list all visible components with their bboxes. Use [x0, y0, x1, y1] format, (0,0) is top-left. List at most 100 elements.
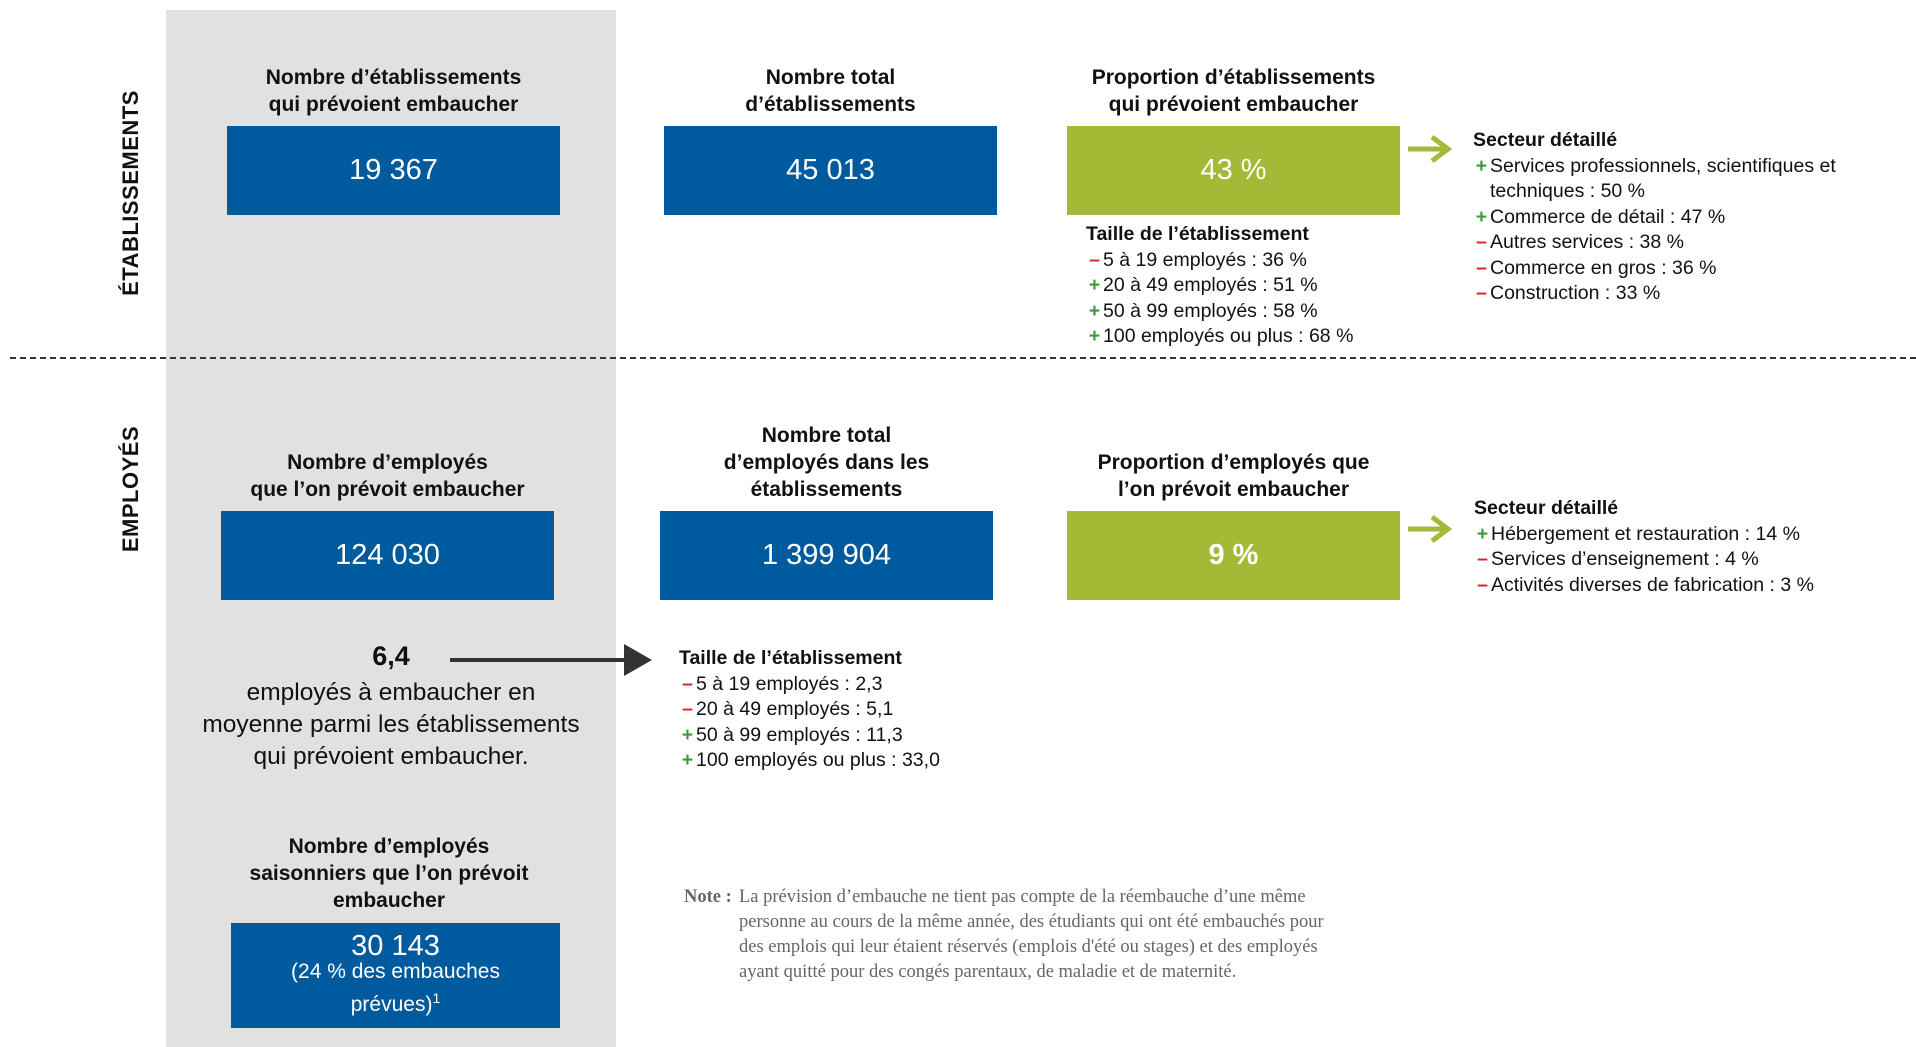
- list-title: Taille de l’établissement: [1086, 223, 1309, 245]
- card-title: Proportion d’employés que l’on prévoit em…: [1037, 449, 1430, 503]
- sign: –: [1476, 256, 1487, 279]
- list-item: +100 employés ou plus : 33,0: [679, 748, 1019, 774]
- arrow: [1408, 135, 1453, 163]
- text-line: qui prévoient embaucher.: [253, 743, 529, 770]
- title-line: Nombre d’employés: [287, 451, 488, 474]
- box-detail: (24 % des embauches prévues)1: [291, 959, 500, 1018]
- item-text: Commerce en gros : 36 %: [1490, 256, 1717, 279]
- sign: +: [681, 749, 694, 771]
- sign: –: [682, 698, 693, 720]
- list: Secteur détaillé + Services professionnels…: [1473, 128, 1893, 307]
- sign: +: [1088, 299, 1101, 322]
- list-item: – Activités diverses de fabrication : 3 %: [1474, 573, 1894, 599]
- sign: –: [1089, 248, 1100, 271]
- sign: –: [1477, 548, 1488, 570]
- note-line: ayant quitté pour des congés parentaux, …: [739, 962, 1237, 982]
- note-line: personne au cours de la même année, des …: [739, 912, 1324, 932]
- item-text: 50 à 99 employés : 11,3: [696, 723, 903, 746]
- title-line: Nombre d’employés: [288, 835, 490, 858]
- box-value: 30 143: [351, 930, 440, 962]
- list-title: Taille de l’établissement: [679, 647, 902, 669]
- item-text: 20 à 49 employés : 51 %: [1103, 274, 1318, 296]
- item-text: 20 à 49 employés : 5,1: [696, 698, 894, 720]
- average-text: employés à embaucher en moyenne parmi les…: [166, 677, 616, 773]
- sign: –: [1476, 231, 1487, 253]
- item-text: 100 employés ou plus : 68 %: [1103, 325, 1354, 347]
- card-title: Nombre total d’employés dans les établisse…: [630, 422, 1023, 503]
- list-item: –20 à 49 employés : 5,1: [679, 697, 1019, 723]
- card-title: Proportion d’établissements qui prévoient…: [1037, 64, 1430, 118]
- item-text: Services professionnels, scientifiques e…: [1490, 154, 1836, 203]
- title-line: d’employés dans les: [723, 451, 930, 474]
- title-line: d’établissements: [745, 93, 916, 116]
- text-line: moyenne parmi les établissements: [202, 711, 580, 738]
- section-label: ÉTABLISSEMENTS: [118, 90, 143, 296]
- note: Note : La prévision d’embauche ne tient p…: [684, 885, 1444, 985]
- item-text: Hébergement et restauration : 14 %: [1491, 522, 1800, 545]
- value-box: 30 143 (24 % des embauches prévues)1: [231, 923, 560, 1028]
- list-item: –5 à 19 employés : 36 %: [1086, 248, 1426, 274]
- list-item: – Construction : 33 %: [1473, 281, 1893, 307]
- list-item: + Hébergement et restauration : 14 %: [1474, 522, 1894, 548]
- title-line: Nombre total: [761, 424, 892, 447]
- title-line: qui prévoient embaucher: [268, 93, 519, 116]
- footnote: 1: [432, 990, 441, 1006]
- arrow: [1408, 515, 1453, 543]
- item-text: 5 à 19 employés : 36 %: [1103, 248, 1307, 271]
- title-line: l’on prévoit embaucher: [1117, 478, 1350, 501]
- sign: +: [1476, 522, 1489, 545]
- list-item: +50 à 99 employés : 11,3: [679, 723, 1019, 749]
- note-line: des emplois qui leur étaient réservés (e…: [739, 937, 1318, 957]
- sign: +: [1088, 274, 1101, 296]
- list: Secteur détaillé + Hébergement et restaura…: [1474, 496, 1894, 598]
- text-line: employés à embaucher en: [246, 679, 536, 706]
- list-item: +100 employés ou plus : 68 %: [1086, 324, 1426, 350]
- list-item: +50 à 99 employés : 58 %: [1086, 299, 1426, 325]
- sign: –: [1477, 573, 1488, 596]
- detail-line: (24 % des embauches: [291, 960, 500, 983]
- detail-line: prévues)1: [350, 990, 441, 1016]
- list-item: – Commerce en gros : 36 %: [1473, 256, 1893, 282]
- list-title: Secteur détaillé: [1474, 497, 1619, 519]
- value-box: 9 %: [1067, 511, 1400, 600]
- title-line: saisonniers que l’on prévoit: [249, 862, 529, 885]
- title-line: Proportion d’établissements: [1091, 66, 1376, 89]
- list-title: Secteur détaillé: [1473, 129, 1618, 151]
- card-title: Nombre total d’établissements: [634, 64, 1027, 118]
- card-title: Nombre d’employés saisonniers que l’on pr…: [189, 833, 589, 914]
- sign: +: [1475, 205, 1488, 228]
- item-text: Commerce de détail : 47 %: [1490, 205, 1726, 228]
- item-text: Activités diverses de fabrication : 3 %: [1491, 573, 1814, 596]
- title-line: Nombre d’établissements: [265, 66, 522, 89]
- list-item: – Autres services : 38 %: [1473, 230, 1893, 256]
- note-row: Note : La prévision d’embauche ne tient p…: [684, 885, 1444, 985]
- card-title: Nombre d’établissements qui prévoient emb…: [197, 64, 590, 118]
- item-text: Construction : 33 %: [1490, 282, 1661, 304]
- value-box: 19 367: [227, 126, 560, 215]
- list-item: – Services d’enseignement : 4 %: [1474, 547, 1894, 573]
- note-text: La prévision d’embauche ne tient pas com…: [739, 885, 1324, 985]
- list-item: –5 à 19 employés : 2,3: [679, 672, 1019, 698]
- list-item: +20 à 49 employés : 51 %: [1086, 273, 1426, 299]
- title-line: que l’on prévoit embaucher: [250, 478, 525, 501]
- value-box: 124 030: [221, 511, 554, 600]
- list-item: + Commerce de détail : 47 %: [1473, 205, 1893, 231]
- sign: –: [682, 672, 693, 695]
- item-text: 5 à 19 employés : 2,3: [696, 672, 883, 695]
- value-box: 1 399 904: [660, 511, 993, 600]
- sign: +: [1088, 325, 1101, 347]
- list: Taille de l’établissement –5 à 19 employé…: [1086, 222, 1426, 350]
- title-line: Proportion d’employés que: [1097, 451, 1370, 474]
- item-text: 50 à 99 employés : 58 %: [1103, 299, 1318, 322]
- section-label: EMPLOYÉS: [118, 425, 143, 553]
- item-text: Autres services : 38 %: [1490, 231, 1684, 253]
- title-line: établissements: [750, 478, 903, 501]
- average-value: 6,4: [372, 641, 410, 671]
- card-title: Nombre d’employés que l’on prévoit embauc…: [191, 449, 584, 503]
- list-item: + Services professionnels, scientifiques …: [1473, 154, 1893, 205]
- item-text: 100 employés ou plus : 33,0: [696, 749, 940, 771]
- value-box: 43 %: [1067, 126, 1400, 215]
